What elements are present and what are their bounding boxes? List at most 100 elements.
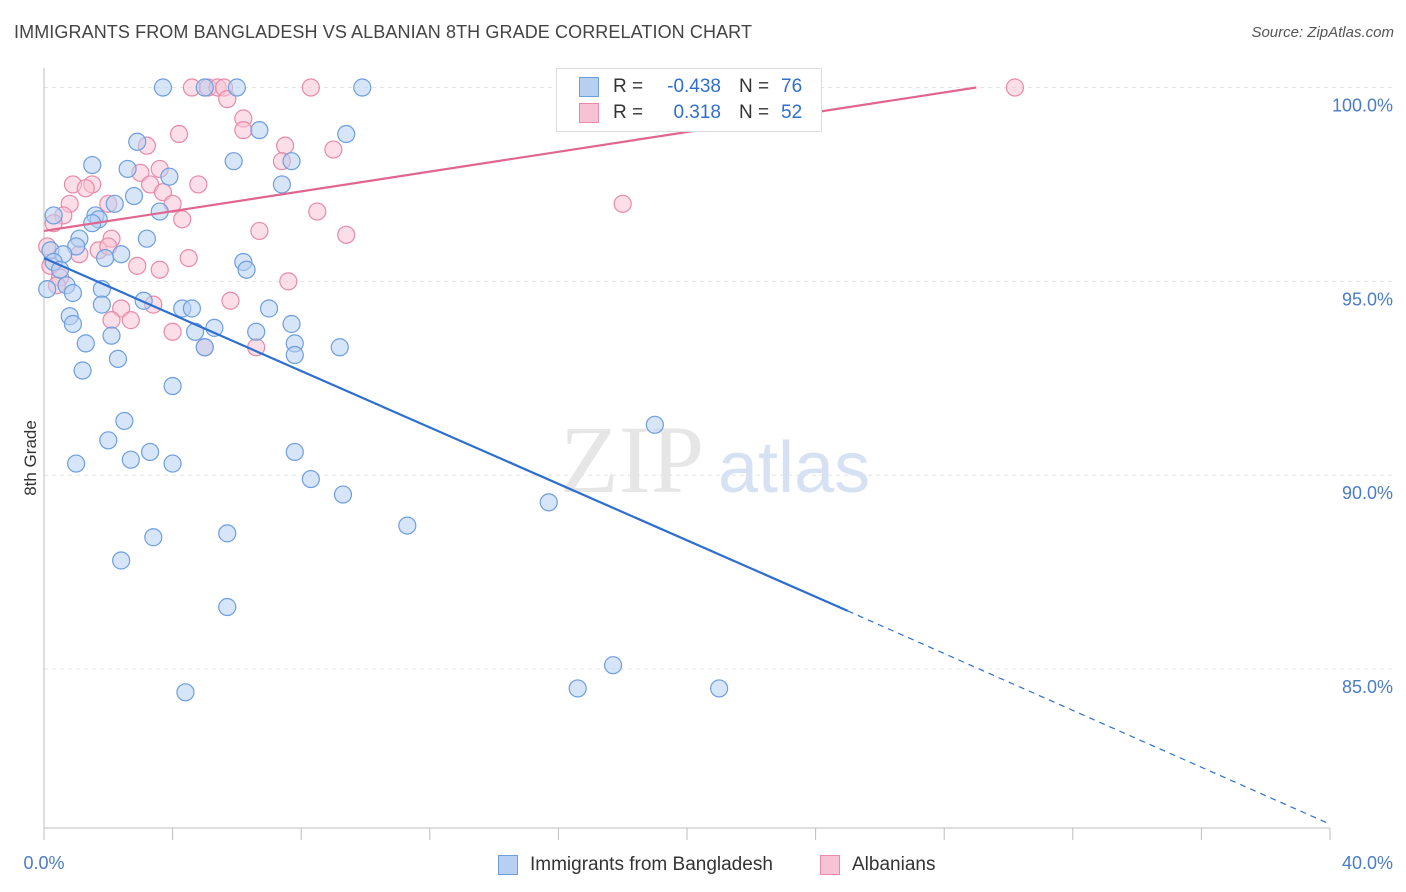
bangladesh-point [112, 551, 131, 570]
albanian-point [189, 175, 208, 194]
albanian-point [112, 299, 131, 318]
axes [43, 68, 1331, 840]
pink-swatch [820, 855, 840, 875]
bangladesh-point [710, 679, 729, 698]
bangladesh-point [76, 334, 95, 353]
bangladesh-point [128, 132, 147, 151]
bangladesh-point [272, 175, 292, 194]
bangladesh-point [259, 299, 279, 318]
bangladesh-point [227, 78, 246, 97]
albanian-point [308, 202, 327, 221]
bangladesh-point [124, 186, 144, 206]
y-axis-label: 8th Grade [21, 420, 40, 496]
n-label: N = [739, 76, 770, 97]
bangladesh-point [83, 155, 102, 175]
albanian-point [163, 322, 182, 341]
source-label: Source: ZipAtlas.com [1251, 24, 1394, 41]
bangladesh-point [645, 415, 664, 434]
bangladesh-point [218, 597, 237, 617]
x-tick-label: 40.0% [1342, 853, 1393, 873]
bangladesh-point [160, 167, 179, 186]
watermark-zip: ZIP [560, 406, 704, 513]
albanian-point [301, 78, 320, 97]
albanian-point [121, 311, 140, 330]
albanian-point [324, 140, 343, 159]
y-tick-labels: 85.0% 90.0% 95.0% 100.0% [1332, 96, 1393, 698]
bangladesh-point [539, 493, 558, 512]
bangladesh-trend-extension [847, 610, 1331, 825]
bangladesh-point [63, 283, 83, 303]
bangladesh-point [73, 361, 92, 380]
bangladesh-trend-line [43, 257, 849, 612]
albanian-point [150, 260, 169, 279]
r-value: -0.438 [667, 76, 721, 97]
bangladesh-point [153, 78, 173, 97]
albanian-point [613, 194, 632, 213]
n-value: 76 [781, 76, 803, 97]
bangladesh-point [112, 245, 131, 264]
pink-swatch [579, 103, 599, 123]
albanian-point [221, 291, 240, 310]
bangladesh-point [163, 376, 182, 396]
bangladesh-point [38, 280, 57, 299]
bangladesh-point [182, 299, 201, 318]
bangladesh-point [95, 248, 115, 268]
albanian-point [250, 221, 269, 241]
albanian-point [337, 225, 356, 244]
albanian-point [128, 256, 147, 275]
data-points [38, 78, 1025, 702]
albanian-point [153, 183, 173, 202]
r-value: 0.318 [673, 102, 721, 123]
chart-title: IMMIGRANTS FROM BANGLADESH VS ALBANIAN 8… [14, 22, 753, 42]
watermark-atlas: atlas [718, 428, 870, 508]
bangladesh-point [108, 349, 128, 368]
bangladesh-point [67, 454, 86, 473]
albanian-point [173, 210, 192, 229]
n-value: 52 [781, 102, 803, 123]
bangladesh-point [250, 121, 269, 140]
y-tick-label: 95.0% [1342, 289, 1393, 309]
bottom-legend-bangladesh: Immigrants from Bangladesh [498, 852, 773, 878]
bangladesh-point [330, 338, 349, 357]
albanian-point [276, 136, 295, 155]
bangladesh-point [105, 194, 124, 213]
bangladesh-point [333, 485, 353, 504]
albanian-point [218, 90, 237, 109]
r-label: R = [613, 76, 644, 97]
bangladesh-point [237, 260, 256, 279]
bangladesh-point [195, 78, 214, 97]
y-tick-label: 85.0% [1342, 677, 1393, 697]
x-tick-labels: 0.0% 40.0% [23, 853, 1393, 873]
bangladesh-point [247, 322, 266, 341]
bangladesh-point [337, 124, 356, 144]
bangladesh-point [44, 206, 63, 225]
x-tick-label: 0.0% [23, 853, 64, 873]
bangladesh-point [121, 450, 140, 469]
bangladesh-point [301, 469, 320, 489]
legend-label-bangladesh: Immigrants from Bangladesh [530, 854, 773, 875]
albanian-trend-line [43, 86, 977, 233]
bangladesh-point [50, 260, 70, 279]
bangladesh-point [285, 345, 304, 365]
legend-row-bangladesh: R = -0.438 N = 76 [579, 74, 802, 100]
bangladesh-point [140, 442, 160, 462]
bangladesh-point [63, 314, 83, 334]
grid-lines [44, 87, 1392, 670]
bangladesh-point [137, 229, 156, 248]
bangladesh-point [186, 322, 205, 341]
bangladesh-point [282, 314, 301, 334]
bangladesh-point [144, 528, 163, 547]
legend-row-albanians: R = 0.318 N = 52 [579, 100, 802, 126]
bottom-legend-albanians: Albanians [820, 852, 935, 878]
albanian-point [179, 248, 198, 268]
bangladesh-point [224, 152, 243, 171]
bangladesh-point [99, 431, 118, 450]
bangladesh-point [282, 152, 301, 171]
correlation-legend: R = -0.438 N = 76 R = 0.318 N = 52 [556, 68, 822, 132]
albanian-point [102, 311, 121, 330]
bangladesh-point [353, 78, 372, 97]
bangladesh-point [115, 411, 134, 431]
y-tick-label: 100.0% [1332, 96, 1393, 116]
bangladesh-point [195, 338, 214, 357]
